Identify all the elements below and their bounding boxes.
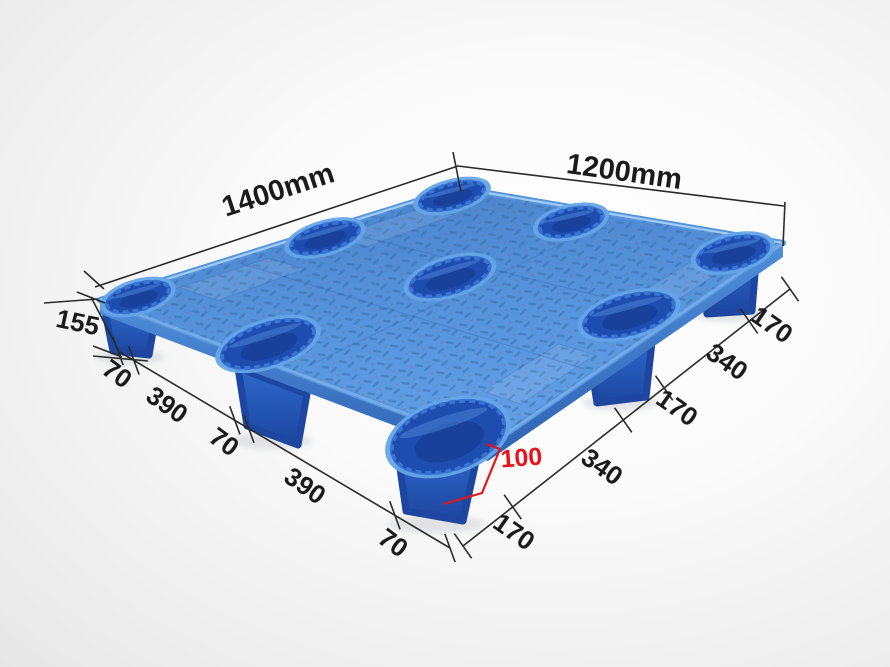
- tick-mark: [782, 201, 786, 247]
- cavity-inner-highlight: [703, 239, 760, 254]
- dimension-label: 1200mm: [565, 148, 684, 196]
- foot-cavity: [284, 217, 366, 259]
- cavity-layer: [100, 176, 776, 479]
- dimension-label: 170: [651, 383, 704, 432]
- dimension-label: 340: [576, 442, 629, 491]
- cavity-bottom: [240, 332, 298, 361]
- tick-mark: [780, 276, 800, 302]
- cavity-inner-highlight: [111, 283, 162, 299]
- dimension-label: 70: [204, 421, 245, 462]
- tick-mark: [613, 407, 633, 433]
- tick-mark: [389, 500, 401, 530]
- foot-cavity: [532, 202, 610, 242]
- dimension-label: 390: [141, 380, 194, 429]
- dimension-label: 390: [279, 461, 332, 510]
- tick-mark: [739, 308, 759, 334]
- cavity-bottom: [426, 268, 476, 291]
- deck-label-strip: [178, 257, 307, 301]
- cavity-inner-highlight: [591, 296, 663, 317]
- deck-label-strip: [330, 207, 457, 247]
- cavity-bottom: [602, 305, 658, 331]
- red-height-serif: [485, 442, 501, 451]
- tick-mark: [503, 494, 522, 520]
- tick-mark: [228, 405, 241, 435]
- cavity-inner-highlight: [425, 183, 477, 198]
- tick-mark: [128, 346, 140, 375]
- dimension-line: [457, 165, 785, 207]
- cavity-bottom: [119, 290, 158, 308]
- cavity-inner-highlight: [416, 260, 480, 281]
- dimension-label: 340: [701, 337, 754, 386]
- deck-edge-layer: [100, 243, 783, 461]
- tick-mark: [242, 414, 255, 443]
- pallet-foot: [234, 364, 311, 449]
- foot-cavity: [577, 288, 681, 342]
- cavity-inner-highlight: [296, 224, 351, 241]
- cavity-inner-highlight: [544, 210, 595, 223]
- foot-cavity: [385, 395, 511, 479]
- dimension-line: [94, 165, 459, 288]
- foot-cavity: [403, 252, 497, 302]
- tick-mark: [452, 151, 462, 193]
- tick-mark: [444, 533, 456, 563]
- dimension-label: 155: [54, 303, 103, 341]
- tick-mark: [453, 533, 473, 559]
- deck-seam: [239, 262, 585, 370]
- cavity-inner-highlight: [399, 407, 488, 439]
- tick-mark: [76, 291, 106, 304]
- extension-line: [43, 298, 99, 304]
- cavity-bottom: [432, 189, 473, 207]
- red-height-line: [443, 448, 502, 506]
- foot-cavity: [215, 314, 321, 374]
- deck-edge-band-right: [488, 243, 783, 461]
- tick-mark: [83, 270, 105, 290]
- red-height-label: 100: [500, 443, 544, 474]
- foot-cavity: [413, 176, 491, 216]
- deck-texture: [100, 188, 783, 445]
- tick-mark: [112, 336, 124, 366]
- foot-cavity: [690, 231, 776, 275]
- dimension-label: 1400mm: [218, 157, 338, 223]
- foot-cavity: [100, 276, 176, 318]
- cavity-inner-highlight: [228, 323, 302, 348]
- deck-edge-band-left: [100, 300, 490, 461]
- tick-mark: [654, 375, 674, 401]
- dimension-line: [462, 288, 791, 547]
- deck-label-strip: [481, 343, 597, 405]
- tick-mark: [92, 345, 123, 358]
- dimension-label: 170: [488, 507, 541, 556]
- cavity-bottom: [304, 230, 347, 249]
